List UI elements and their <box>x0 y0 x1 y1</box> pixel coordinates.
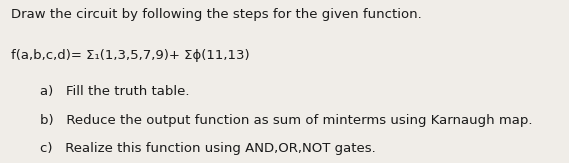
Text: f(a,b,c,d)= Σ₁(1,3,5,7,9)+ Σϕ(11,13): f(a,b,c,d)= Σ₁(1,3,5,7,9)+ Σϕ(11,13) <box>11 49 250 62</box>
Text: a)   Fill the truth table.: a) Fill the truth table. <box>40 85 189 98</box>
Text: c)   Realize this function using AND,OR,NOT gates.: c) Realize this function using AND,OR,NO… <box>40 142 376 155</box>
Text: Draw the circuit by following the steps for the given function.: Draw the circuit by following the steps … <box>11 8 422 21</box>
Text: b)   Reduce the output function as sum of minterms using Karnaugh map.: b) Reduce the output function as sum of … <box>40 114 533 127</box>
